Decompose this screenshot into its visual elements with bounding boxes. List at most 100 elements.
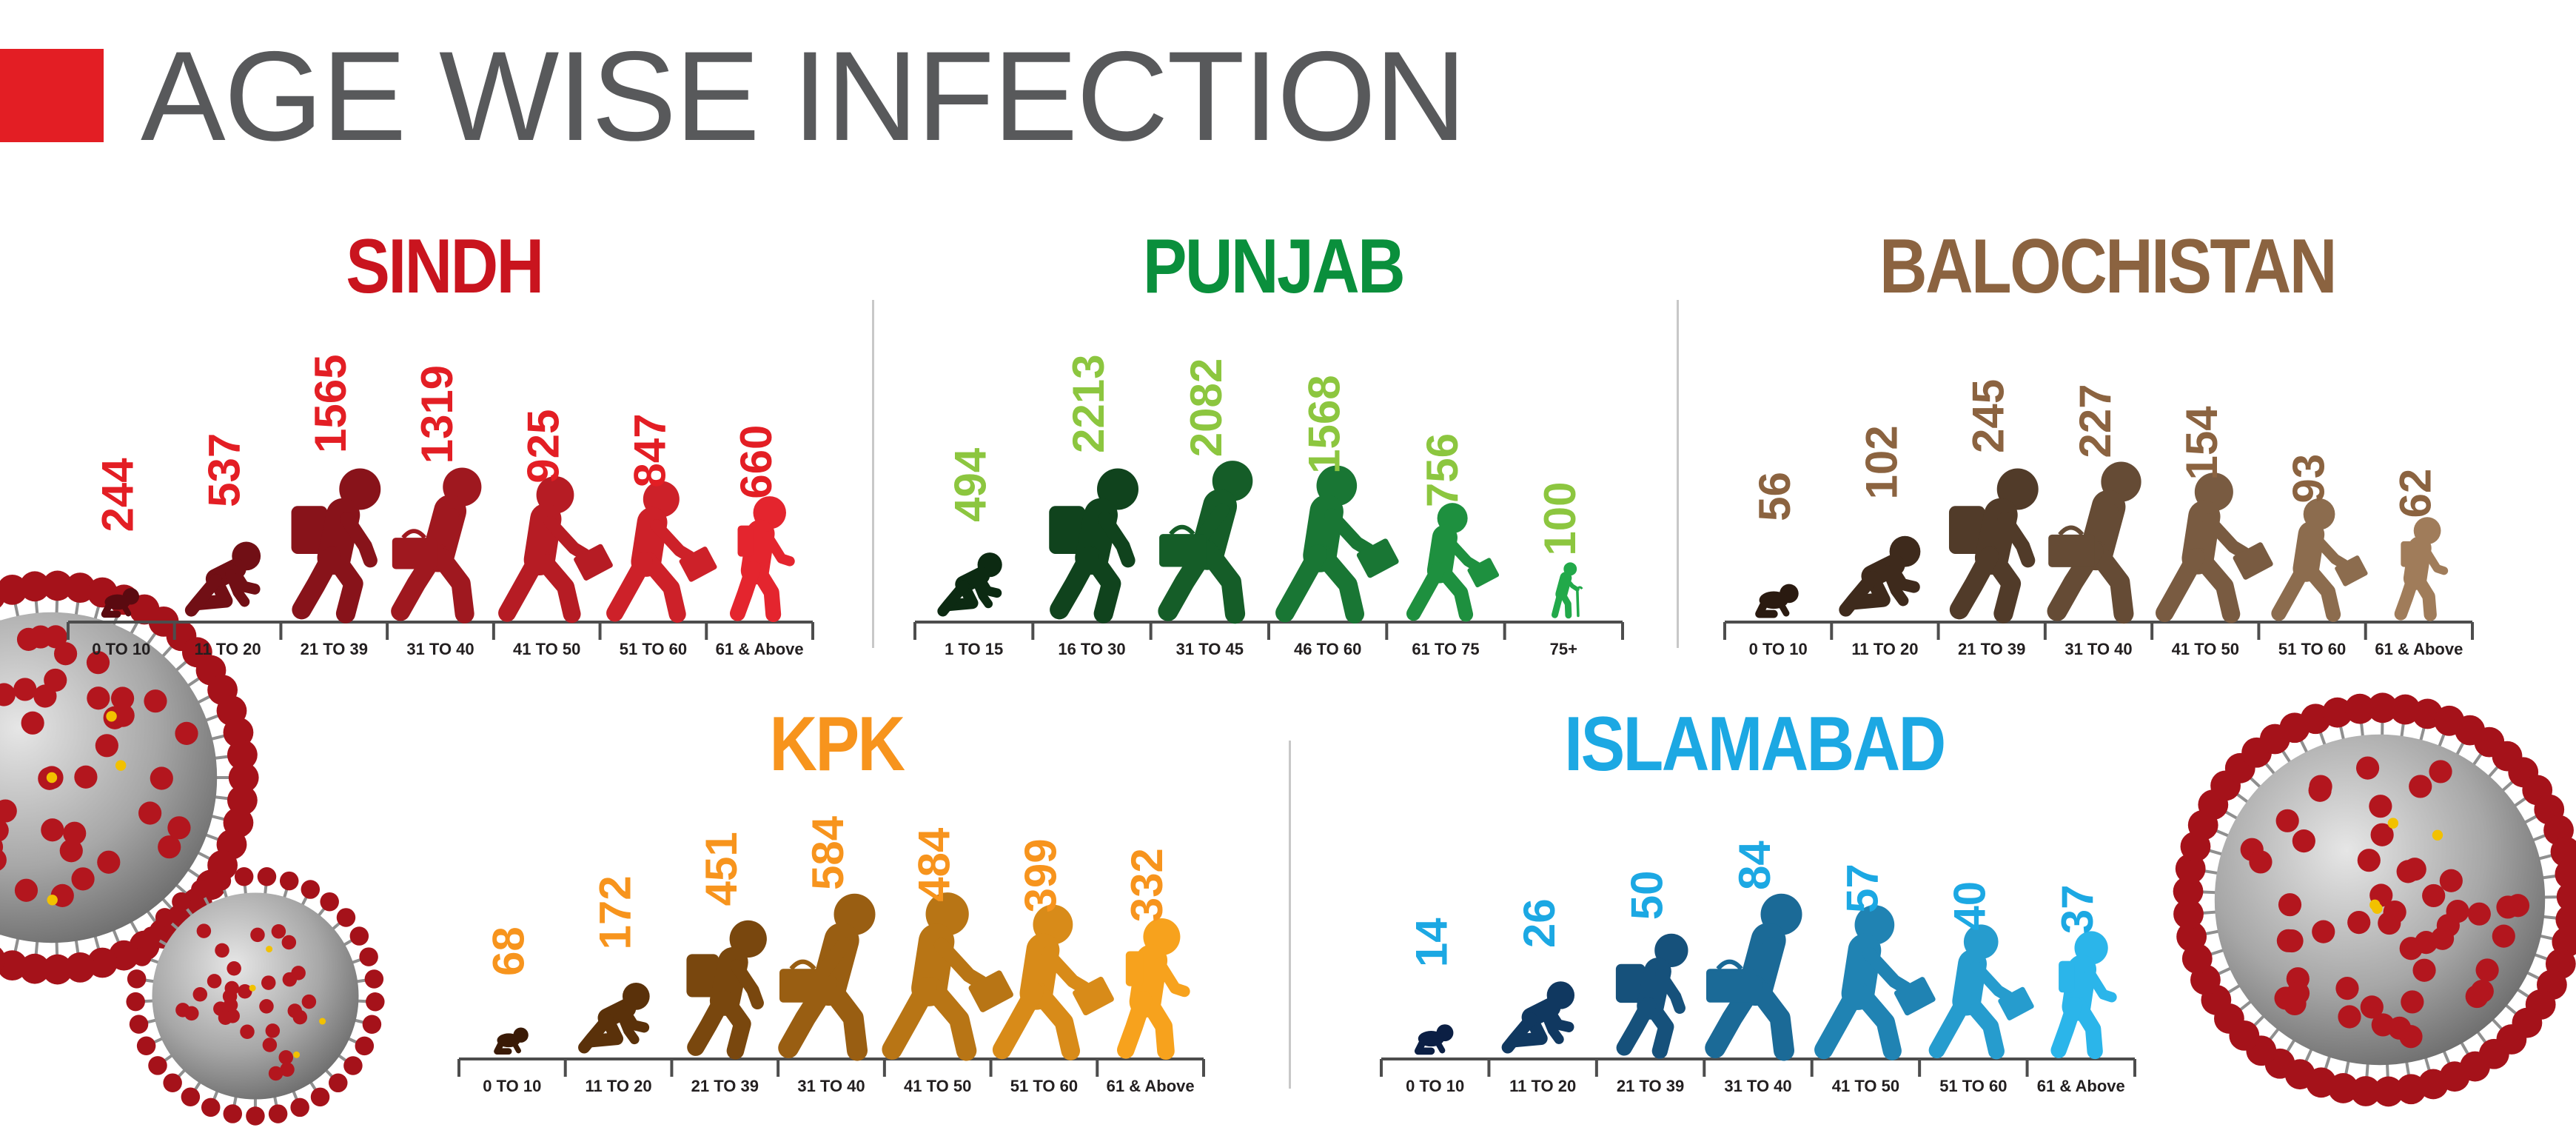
value-label: 756 (1418, 433, 1467, 507)
person-satchel-icon (2047, 461, 2141, 624)
value-label: 102 (1856, 425, 1906, 499)
child-crawling-icon (1839, 535, 1921, 617)
category-label: 51 TO 60 (2278, 640, 2346, 658)
person-satchel-icon (1705, 893, 1802, 1061)
value-label: 100 (1535, 481, 1585, 555)
value-label: 1319 (412, 365, 462, 464)
category-label: 31 TO 40 (406, 640, 474, 658)
value-label: 40 (1945, 881, 1995, 931)
category-label: 41 TO 50 (1832, 1077, 1899, 1095)
category-label: 1 TO 15 (945, 640, 1003, 658)
elderly-person-icon (2394, 517, 2449, 621)
category-label: 11 TO 20 (586, 1077, 652, 1095)
person-briefcase-icon (1814, 905, 1936, 1060)
category-label: 21 TO 39 (1958, 640, 2025, 658)
category-label: 11 TO 20 (195, 640, 261, 658)
category-label: 61 TO 75 (1412, 640, 1479, 658)
divider (1289, 741, 1291, 1089)
value-label: 399 (1016, 838, 1065, 912)
chart-balochistan: 56 0 TO 10 102 11 TO 20 245 21 TO 39 227 31 TO … (1723, 379, 2474, 658)
child-crawling-icon (937, 552, 1002, 617)
value-label: 154 (2177, 406, 2227, 481)
baby-crawling-icon (1755, 584, 1799, 618)
category-label: 61 & Above (2375, 640, 2463, 658)
category-label: 51 TO 60 (1939, 1077, 2007, 1095)
chart-sindh: 244 0 TO 10 537 11 TO 20 1565 21 TO 39 1319 31 … (67, 355, 814, 658)
region-title-punjab: PUNJAB (1142, 224, 1406, 310)
person-satchel-icon (1158, 461, 1253, 624)
person-briefcase-icon (1275, 465, 1399, 624)
virus-icon (126, 866, 385, 1126)
value-label: 56 (1750, 472, 1799, 521)
virus-icon (2173, 692, 2576, 1107)
category-label: 31 TO 40 (2065, 640, 2132, 658)
person-briefcase-icon (992, 904, 1114, 1060)
chart-punjab: 494 1 TO 15 2213 16 TO 30 2082 31 TO 45 1568 46… (913, 355, 1624, 658)
value-label: 84 (1730, 841, 1780, 890)
student-backpack-icon (686, 920, 767, 1060)
elderly-person-icon (2050, 931, 2117, 1060)
category-label: 21 TO 39 (1617, 1077, 1684, 1095)
value-label: 2082 (1181, 358, 1231, 457)
value-label: 57 (1837, 863, 1887, 913)
category-label: 31 TO 40 (1724, 1077, 1791, 1095)
value-label: 68 (484, 926, 534, 976)
category-label: 16 TO 30 (1058, 640, 1125, 658)
category-label: 21 TO 39 (301, 640, 368, 658)
value-label: 660 (731, 425, 781, 499)
category-label: 0 TO 10 (483, 1077, 541, 1095)
student-backpack-icon (1948, 468, 2039, 624)
value-label: 26 (1515, 898, 1564, 948)
category-label: 41 TO 50 (904, 1077, 971, 1095)
baby-crawling-icon (1414, 1024, 1454, 1055)
elderly-person-icon (729, 496, 795, 623)
person-briefcase-icon (1406, 503, 1500, 622)
category-label: 31 TO 45 (1176, 640, 1244, 658)
baby-crawling-icon (494, 1027, 529, 1055)
value-label: 537 (199, 433, 249, 507)
person-briefcase-icon (606, 481, 717, 623)
value-label: 2213 (1064, 355, 1113, 453)
category-label: 51 TO 60 (620, 640, 687, 658)
category-label: 75+ (1550, 640, 1577, 658)
region-title-kpk: KPK (769, 701, 905, 787)
person-briefcase-icon (1928, 924, 2034, 1060)
value-label: 451 (697, 832, 746, 906)
child-crawling-icon (578, 983, 650, 1054)
elderly-cane-icon (1551, 562, 1583, 619)
category-label: 31 TO 40 (797, 1077, 865, 1095)
student-backpack-icon (1049, 468, 1138, 624)
elderly-person-icon (1116, 918, 1190, 1060)
category-label: 0 TO 10 (1749, 640, 1808, 658)
region-title-balochistan: BALOCHISTAN (1879, 224, 2337, 310)
category-label: 0 TO 10 (92, 640, 150, 658)
person-satchel-icon (391, 467, 482, 624)
value-label: 494 (946, 447, 996, 522)
region-title-sindh: SINDH (346, 224, 544, 310)
child-crawling-icon (1501, 981, 1575, 1054)
value-label: 1565 (306, 355, 355, 453)
category-label: 11 TO 20 (1509, 1077, 1576, 1095)
value-label: 584 (803, 815, 853, 890)
value-label: 1568 (1300, 375, 1349, 473)
value-label: 244 (93, 458, 143, 532)
value-label: 93 (2284, 454, 2333, 504)
value-label: 245 (1964, 379, 2013, 453)
value-label: 172 (590, 875, 640, 949)
person-briefcase-icon (498, 475, 613, 624)
page-title: AGE WISE INFECTION (141, 25, 1466, 167)
student-backpack-icon (1615, 933, 1688, 1059)
category-label: 61 & Above (1107, 1077, 1195, 1095)
divider (872, 300, 874, 648)
person-briefcase-icon (882, 892, 1013, 1061)
child-crawling-icon (184, 541, 261, 617)
student-backpack-icon (291, 468, 381, 624)
value-label: 50 (1622, 870, 1671, 920)
person-satchel-icon (778, 893, 876, 1061)
chart-islamabad: 14 0 TO 10 26 11 TO 20 50 21 TO 39 84 31 TO 40 5… (1380, 841, 2136, 1095)
virus-icon (0, 570, 259, 985)
category-label: 11 TO 20 (1851, 640, 1918, 658)
baby-crawling-icon (101, 588, 140, 618)
